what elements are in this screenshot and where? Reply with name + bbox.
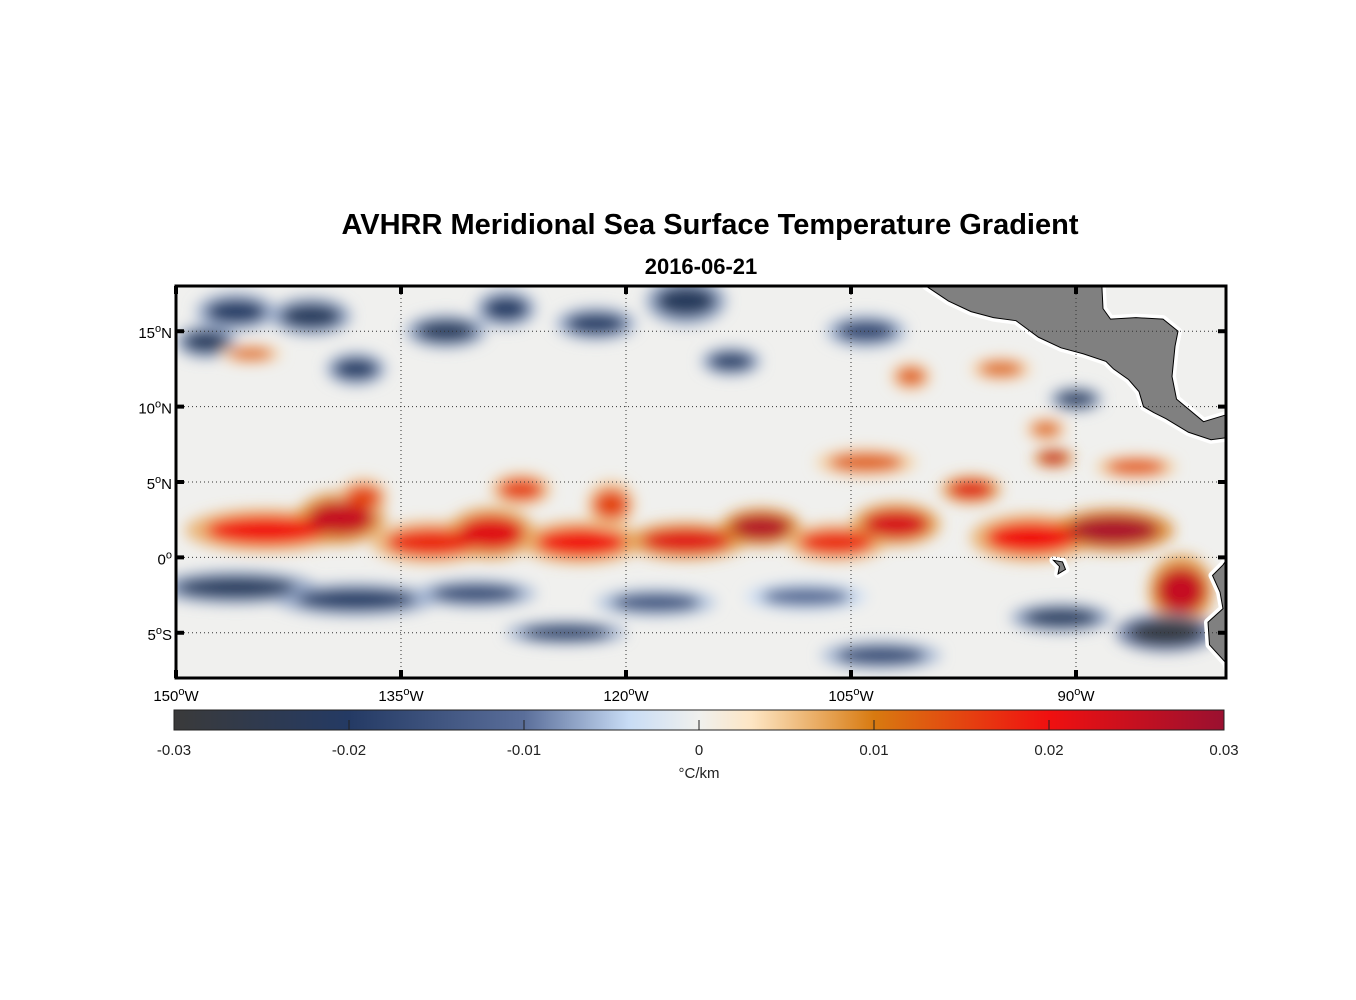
chart-title: AVHRR Meridional Sea Surface Temperature…: [341, 209, 1078, 241]
field-feature: [206, 299, 266, 324]
field-feature: [536, 528, 626, 556]
field-feature: [431, 584, 521, 603]
field-feature: [863, 510, 929, 538]
x-tick-label: 120oW: [603, 686, 649, 705]
colorbar-tick-label: -0.02: [332, 742, 366, 759]
y-tick-label: 5oS: [148, 625, 172, 644]
colorbar-tick-label: 0.01: [859, 742, 888, 759]
field-feature: [416, 320, 476, 342]
field-feature: [498, 479, 544, 501]
galapagos-land: [1052, 559, 1067, 575]
field-feature: [896, 367, 926, 386]
colorbar: -0.03 -0.02 -0.01 0 0.01 0.02 0.03 °C/km: [157, 709, 1239, 782]
field-feature: [386, 528, 476, 556]
chart-subtitle: 2016-06-21: [645, 254, 758, 279]
colorbar-tick-label: 0.03: [1209, 742, 1238, 759]
y-tick-label: 15oN: [138, 323, 172, 342]
gridlines: [176, 286, 1226, 678]
field-feature: [836, 320, 896, 342]
map-panel: 150oW 135oW 120oW 105oW 90oW 15oN 10oN 5oN 0o 5oS: [138, 284, 1228, 705]
field-feature: [798, 530, 874, 555]
field-feature: [458, 516, 524, 550]
y-tick-label: 10oN: [138, 399, 172, 418]
field-feature: [1068, 516, 1159, 544]
field-feature: [483, 296, 529, 321]
field-feature: [611, 593, 701, 612]
field-feature: [731, 515, 791, 540]
field-feature: [521, 625, 611, 641]
field-feature: [176, 577, 296, 599]
colorbar-tick-label: -0.03: [157, 742, 191, 759]
land-mask: [921, 286, 1226, 676]
field-feature: [948, 480, 994, 499]
field-feature: [641, 528, 731, 553]
x-tick-label: 90oW: [1058, 686, 1096, 705]
field-feature: [1038, 451, 1069, 464]
field-feature: [828, 453, 904, 472]
field-feature: [761, 587, 851, 606]
x-tick-label: 135oW: [378, 686, 424, 705]
field-feature: [296, 589, 416, 611]
field-feature: [656, 286, 716, 317]
field-feature: [1157, 568, 1205, 614]
gradient-field: [176, 286, 1217, 670]
colorbar-label: °C/km: [679, 765, 720, 782]
y-tick-label: 5oN: [147, 474, 172, 493]
colorbar-tick-label: 0: [695, 742, 703, 759]
field-feature: [1023, 608, 1099, 627]
field-feature: [1106, 459, 1166, 475]
colorbar-tick-label: -0.01: [507, 742, 541, 759]
field-feature: [836, 646, 926, 665]
field-feature: [986, 522, 1076, 553]
field-feature: [281, 304, 341, 329]
field-feature: [228, 347, 274, 360]
field-feature: [345, 485, 382, 510]
land-polygon: [925, 286, 1226, 441]
field-feature: [183, 331, 229, 353]
field-feature: [206, 516, 326, 544]
colorbar-tick-label: 0.02: [1034, 742, 1063, 759]
axis-ticks: 150oW 135oW 120oW 105oW 90oW 15oN 10oN 5oN 0o 5oS: [138, 286, 1226, 705]
field-feature: [1031, 421, 1061, 437]
field-feature: [333, 358, 379, 380]
y-tick-label: 0o: [158, 549, 172, 568]
field-feature: [708, 352, 754, 371]
field-feature: [593, 489, 629, 520]
field-feature: [566, 313, 626, 335]
field-feature: [978, 361, 1024, 377]
field-feature: [1128, 620, 1204, 645]
field-feature: [1056, 391, 1096, 407]
x-tick-label: 105oW: [828, 686, 874, 705]
x-tick-label: 150oW: [153, 686, 199, 705]
land-polygon: [1207, 559, 1226, 665]
field-feature: [308, 501, 374, 535]
